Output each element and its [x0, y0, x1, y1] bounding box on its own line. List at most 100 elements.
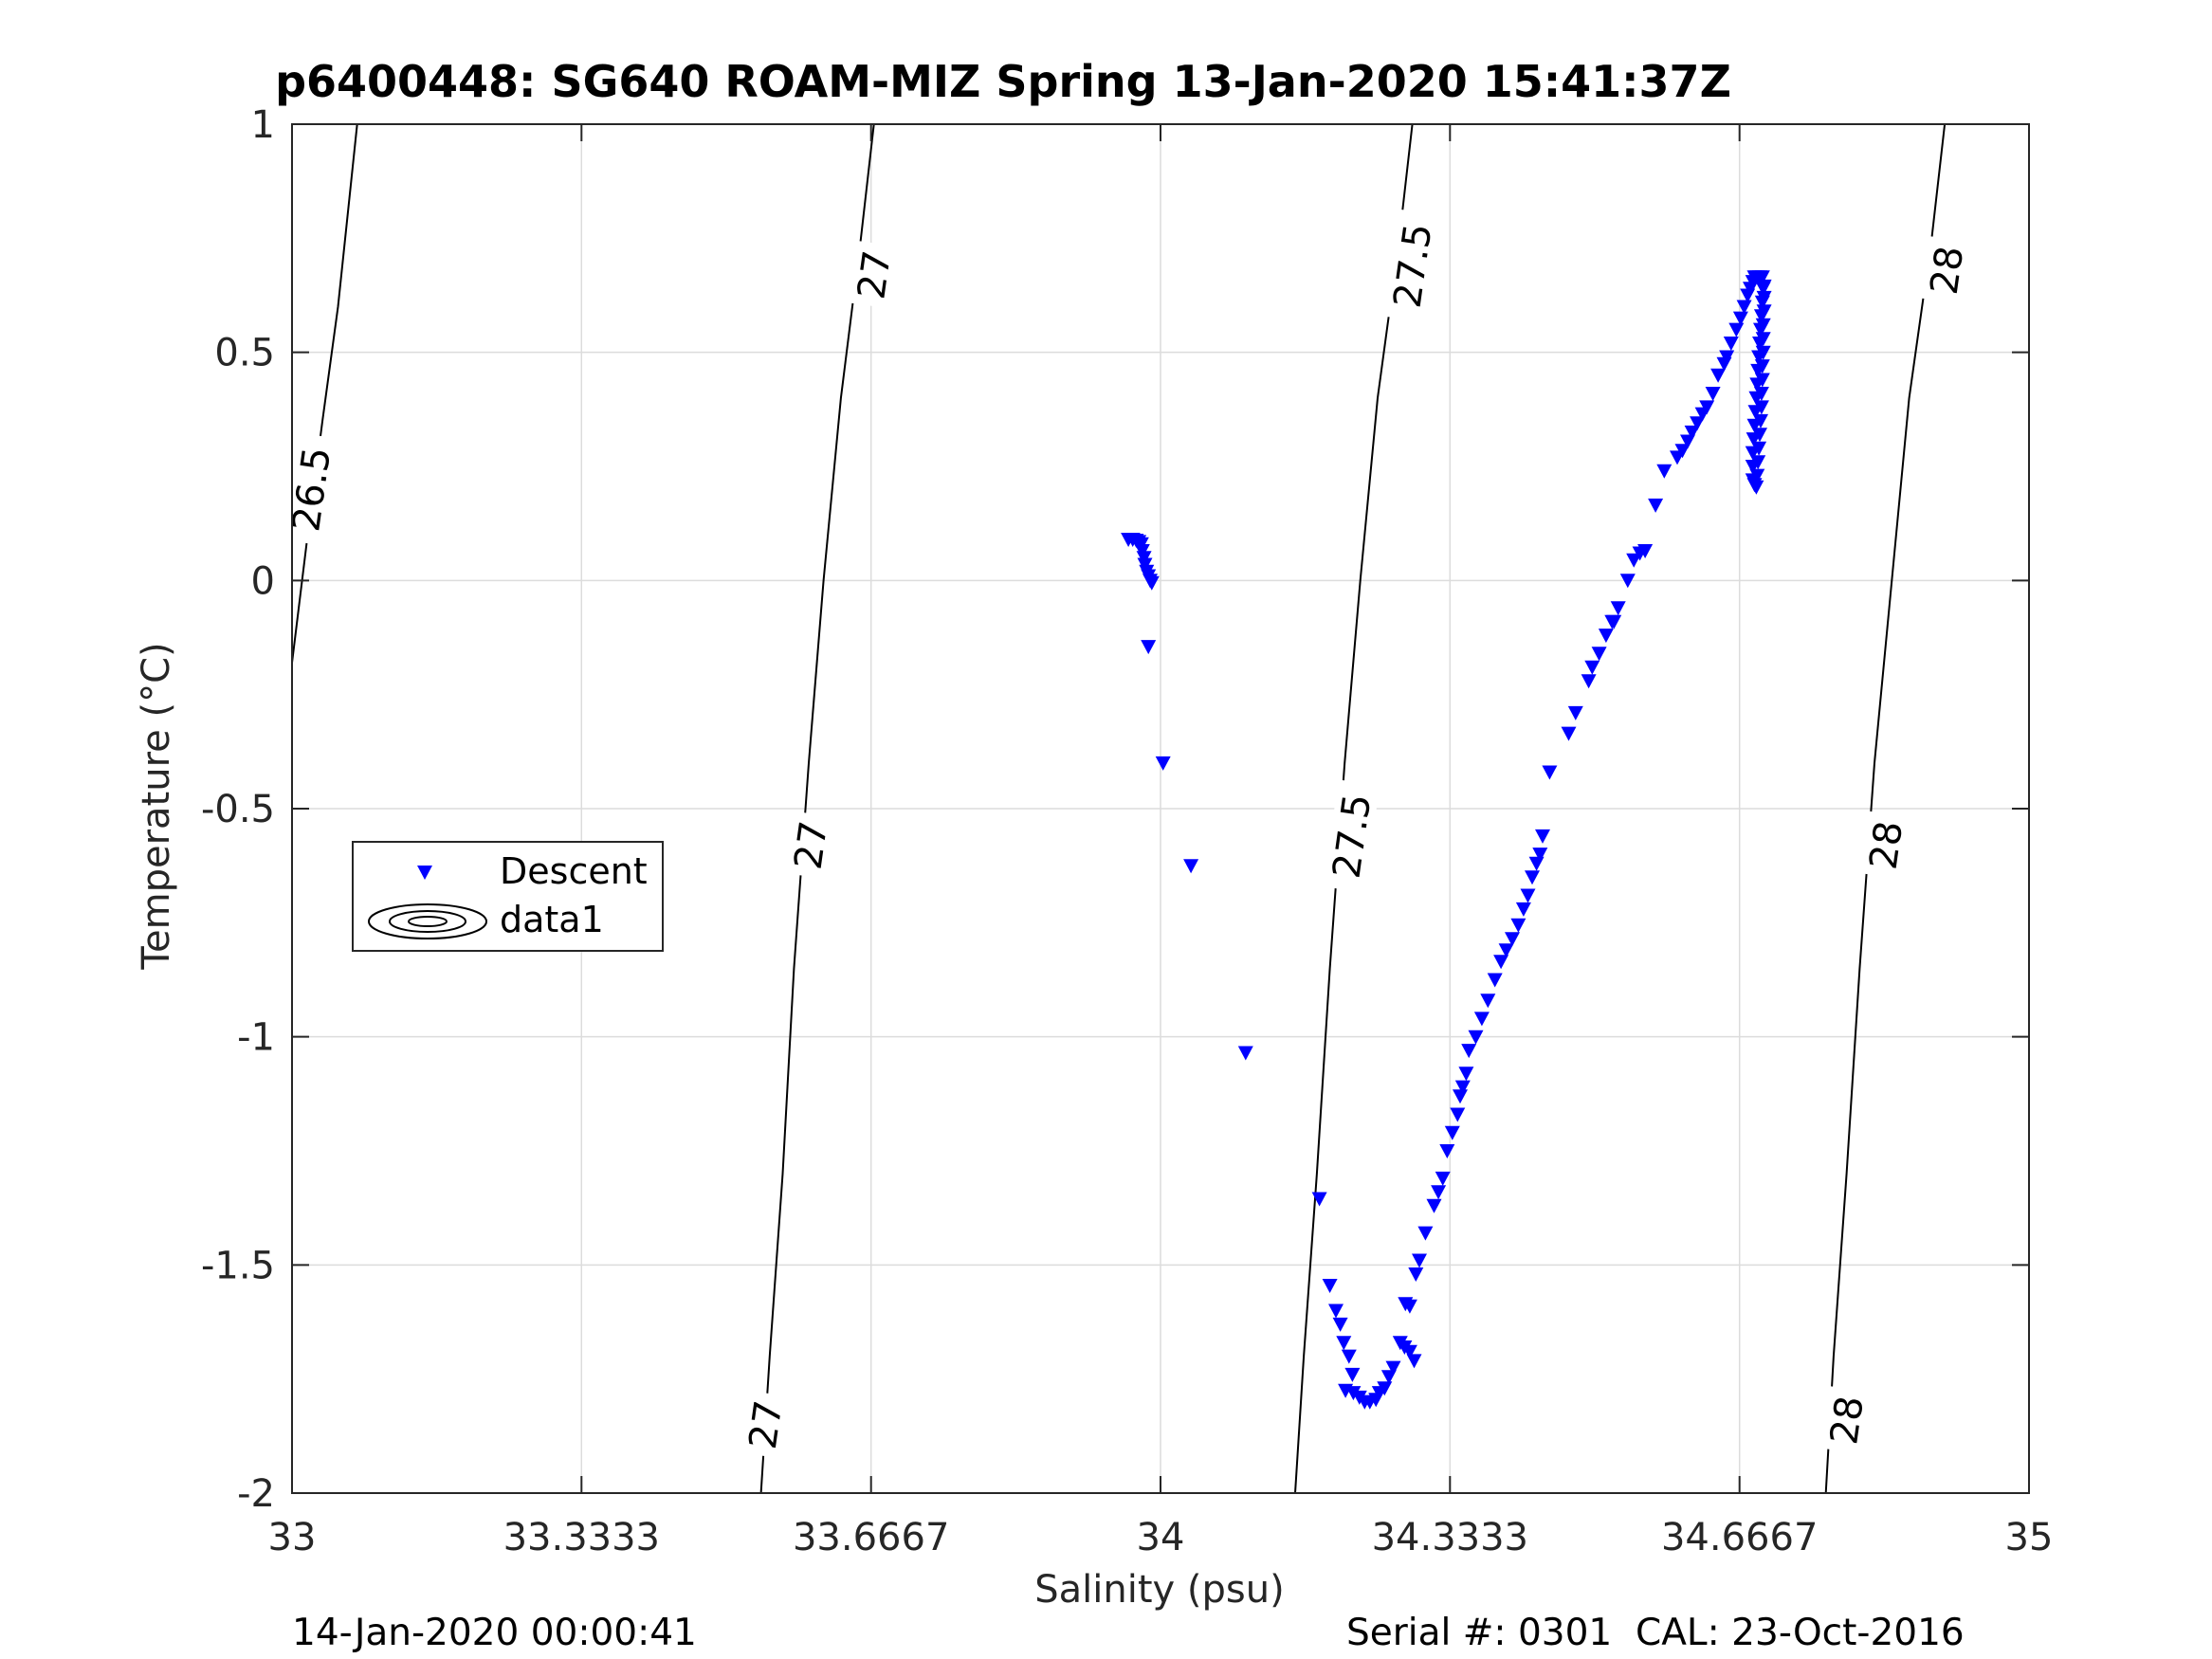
descent-point: [1406, 1354, 1422, 1369]
y-tick-label: 0: [251, 559, 275, 603]
descent-point: [1461, 1044, 1477, 1059]
legend-contour-marker: [368, 903, 487, 939]
contour-label: 28: [1862, 818, 1912, 872]
descent-point: [1453, 1089, 1468, 1104]
legend-descent-label: Descent: [500, 850, 648, 892]
descent-point: [1450, 1107, 1466, 1122]
contour-label-bg: [1323, 779, 1380, 893]
legend-box: [352, 841, 664, 952]
contour-label-bg: [785, 811, 836, 880]
descent-point: [1480, 994, 1496, 1009]
contour-label-group: 28: [1821, 1386, 1873, 1454]
descent-point: [1542, 765, 1558, 780]
descent-point: [1454, 1080, 1471, 1095]
density-contours: 26.5 27 27 27 27.5 27.5 28 28 28: [283, 123, 1973, 1494]
contour-label-bg: [740, 1391, 791, 1459]
descent-point: [1756, 304, 1772, 319]
descent-point: [1341, 1349, 1357, 1364]
descent-point: [1674, 444, 1691, 459]
descent-point: [1749, 468, 1765, 483]
descent-point: [1752, 428, 1767, 443]
contour-label-group: 27: [785, 811, 836, 880]
y-tick-label: -2: [237, 1472, 275, 1516]
descent-point: [1141, 640, 1157, 655]
descent-point: [1619, 574, 1636, 589]
y-tick-label: 1: [251, 103, 275, 147]
descent-point: [1473, 1012, 1490, 1027]
descent-point: [1732, 311, 1748, 326]
legend-data1-label: data1: [500, 899, 604, 940]
descent-point: [1535, 829, 1550, 844]
descent-point: [1332, 1317, 1348, 1332]
descent-point: [1377, 1381, 1393, 1396]
descent-point: [1754, 373, 1770, 388]
descent-point: [1755, 332, 1771, 347]
descent-point: [1755, 318, 1771, 333]
descent-point: [1710, 368, 1727, 383]
contour-label: 27: [850, 248, 900, 302]
descent-point: [1750, 455, 1766, 470]
y-tick-label: -1: [237, 1016, 275, 1060]
x-tick-label: 33.6667: [793, 1516, 949, 1559]
x-tick-label: 35: [2005, 1516, 2054, 1559]
legend-descent-marker: [417, 866, 432, 880]
descent-point: [1493, 955, 1509, 970]
descent-point: [1598, 629, 1614, 644]
descent-point: [1705, 387, 1721, 401]
x-tick-label: 33.3333: [503, 1516, 660, 1559]
descent-point: [1637, 544, 1654, 558]
descent-point: [1728, 322, 1745, 337]
descent-point: [1458, 1066, 1474, 1082]
descent-point: [1417, 1226, 1434, 1241]
descent-point: [1311, 1192, 1327, 1207]
footer-right-serial: Serial #: 0301 CAL: 23-Oct-2016: [1346, 1612, 1965, 1654]
descent-point: [1401, 1299, 1417, 1314]
descent-point: [1754, 359, 1770, 374]
footer-left-timestamp: 14-Jan-2020 00:00:41: [292, 1612, 697, 1654]
x-tick-label: 34.3333: [1372, 1516, 1528, 1559]
descent-point: [1155, 756, 1171, 771]
descent-point: [1690, 416, 1706, 431]
contour-label: 28: [1923, 244, 1973, 298]
contour-label-bg: [1860, 811, 1911, 880]
legend: Descent data1: [352, 841, 664, 952]
descent-point: [1723, 337, 1739, 351]
x-tick-label: 33: [268, 1516, 317, 1559]
chart-title: p6400448: SG640 ROAM-MIZ Spring 13-Jan-2…: [275, 56, 1731, 107]
contour-label-group: 28: [1860, 811, 1912, 880]
contour-label-bg: [283, 432, 339, 546]
contour-line-26.5: [291, 123, 358, 664]
descent-point: [1736, 300, 1752, 315]
contour-label-group: 27.5: [1323, 779, 1380, 893]
descent-point: [1699, 400, 1715, 415]
x-tick-label: 34.6667: [1661, 1516, 1818, 1559]
descent-point: [1591, 647, 1607, 662]
descent-point: [1755, 345, 1771, 360]
contour-label: 28: [1822, 1394, 1873, 1448]
descent-point: [1525, 870, 1540, 885]
axis-tick-labels: 33 33.3333 33.6667 34 34.3333 34.6667 35 -2 -1.5…: [201, 103, 2054, 1559]
contour-label-bg: [1821, 1386, 1872, 1454]
descent-point: [1567, 705, 1583, 720]
descent-point: [1431, 1185, 1447, 1200]
descent-point: [1435, 1171, 1451, 1186]
descent-point: [1719, 350, 1735, 365]
descent-point: [1322, 1279, 1338, 1293]
descent-point: [1748, 480, 1764, 495]
descent-point: [1753, 413, 1768, 428]
descent-point: [1684, 425, 1700, 440]
descent-point: [1754, 270, 1770, 285]
contour-label-bg: [1383, 209, 1441, 322]
descent-point: [1648, 498, 1664, 513]
descent-point: [1426, 1198, 1442, 1213]
descent-point: [1656, 464, 1673, 479]
descent-point: [1143, 575, 1160, 591]
y-tick-label: -1.5: [201, 1244, 275, 1287]
descent-point: [1344, 1367, 1361, 1382]
descent-point: [1756, 279, 1772, 294]
descent-point: [1183, 859, 1199, 874]
contour-label-group: 27: [740, 1391, 792, 1459]
descent-point: [1336, 1336, 1352, 1351]
contour-label-group: 27: [849, 241, 900, 309]
descent-point: [1626, 553, 1642, 568]
